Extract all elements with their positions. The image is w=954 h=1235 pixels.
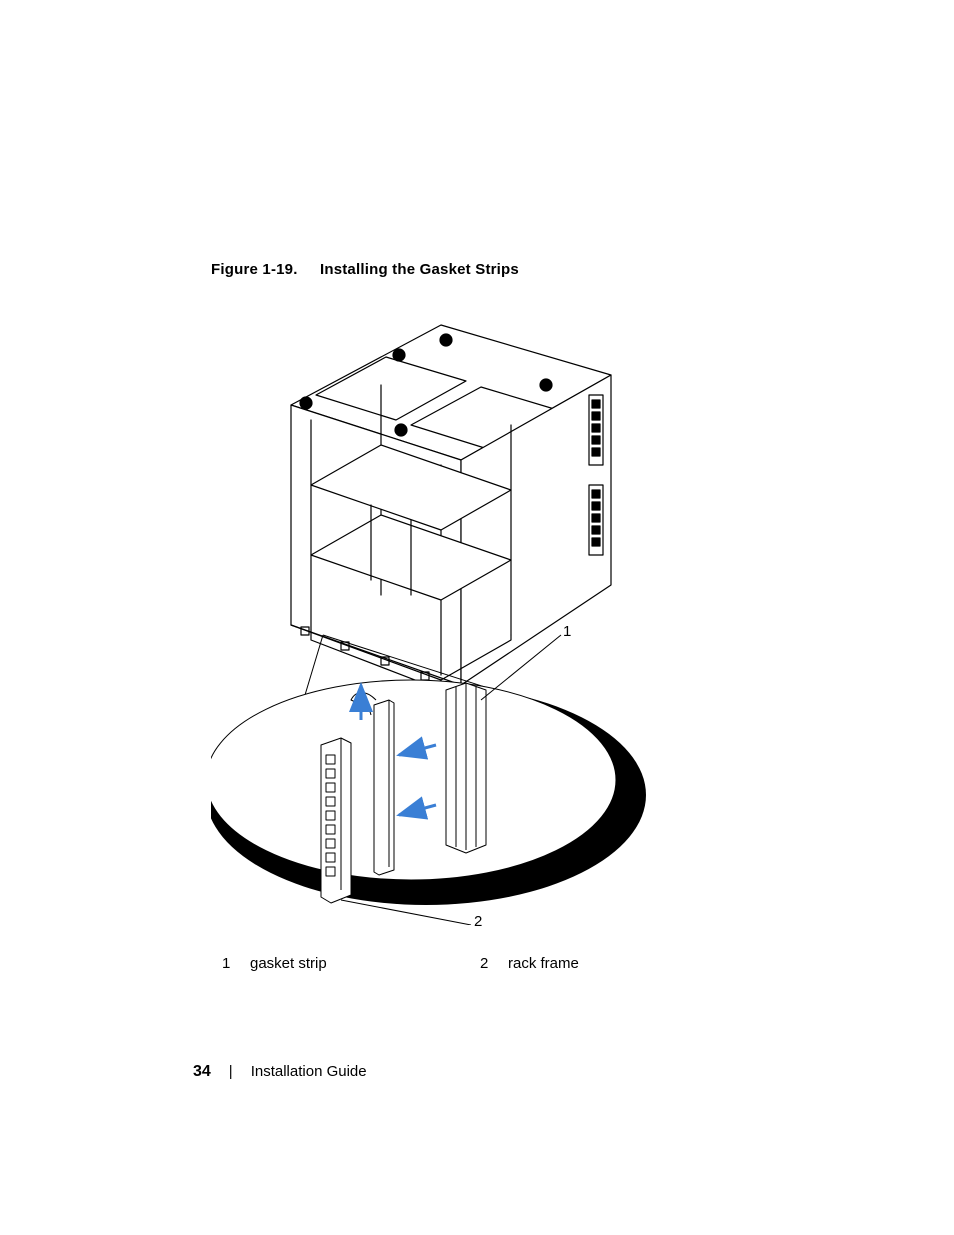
legend-label: gasket strip (250, 955, 480, 972)
figure-title: Installing the Gasket Strips (320, 261, 519, 278)
callout-1: 1 (563, 623, 571, 640)
legend-row: 1 gasket strip 2 rack frame (222, 955, 782, 972)
footer-section: Installation Guide (251, 1063, 367, 1080)
rack-illustration-svg (211, 285, 771, 925)
figure-illustration: 1 2 (211, 285, 771, 925)
legend-num: 2 (480, 955, 508, 972)
footer-separator: | (229, 1063, 233, 1080)
figure-legend: 1 gasket strip 2 rack frame (222, 955, 782, 972)
legend-num: 1 (222, 955, 250, 972)
detail-oval (211, 680, 616, 880)
rack-frame-post-icon (321, 738, 351, 903)
figure-number: Figure 1-19. (211, 261, 298, 278)
figure-caption: Figure 1-19. Installing the Gasket Strip… (211, 261, 519, 278)
page-number: 34 (193, 1063, 211, 1081)
corner-post-icon (446, 683, 486, 853)
callout-2: 2 (474, 913, 482, 930)
page: Figure 1-19. Installing the Gasket Strip… (0, 0, 954, 1235)
legend-label: rack frame (508, 955, 738, 972)
page-footer: 34 | Installation Guide (193, 1063, 367, 1081)
